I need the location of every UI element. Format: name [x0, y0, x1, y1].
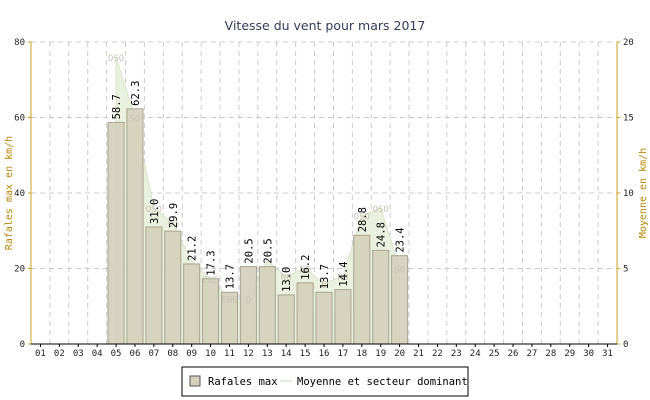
sector-label-day-19: OSO — [373, 205, 389, 215]
y-tick-label-right: 10 — [623, 189, 634, 199]
value-labels: 58.7 62.3 31.0 29.9 21.2 17.3 13.7 20.5 20.5 13.0… — [111, 81, 407, 292]
y-tick-label-left: 40 — [14, 189, 25, 199]
y-tick-label-right: 15 — [623, 114, 634, 124]
x-tick-label: 01 — [35, 349, 46, 359]
data-label-day-16: 13.7 — [319, 264, 331, 289]
data-label-day-17: 14.4 — [338, 261, 350, 286]
sector-label-day-18: OSO — [354, 213, 370, 223]
y-ticks-right: 0 5 10 15 20 — [617, 38, 634, 350]
data-label-day-07: 31.0 — [149, 199, 161, 224]
x-tick-label: 26 — [508, 349, 519, 359]
x-tick-label: 05 — [111, 349, 122, 359]
x-tick-label: 23 — [451, 349, 462, 359]
bar-day-08 — [164, 230, 182, 345]
x-tick-label: 03 — [73, 349, 84, 359]
sector-label-day-10: ENE — [202, 276, 218, 286]
y-axis-label-left: Rafales max en km/h — [4, 136, 15, 250]
sector-label-day-08: SO — [167, 220, 178, 230]
bar-day-13 — [258, 266, 276, 345]
data-label-day-06: 62.3 — [130, 81, 142, 106]
x-ticks: 01 02 03 04 05 06 07 08 09 10 11 12 13 14 15 16 17 18 19 20… — [35, 344, 613, 359]
x-tick-label: 24 — [470, 349, 481, 359]
sector-label-day-05: OSO — [108, 54, 124, 64]
x-tick-label: 30 — [583, 349, 594, 359]
y-ticks-left: 0 20 40 60 80 — [14, 38, 31, 350]
y-tick-label-right: 20 — [623, 38, 634, 48]
x-tick-label: 31 — [602, 349, 613, 359]
x-tick-label: 25 — [489, 349, 500, 359]
x-tick-label: 19 — [375, 349, 386, 359]
x-tick-label: 17 — [337, 349, 348, 359]
bar-day-14 — [277, 294, 295, 345]
sector-label-day-06: SO — [130, 115, 141, 125]
legend-bar-label: Rafales max — [208, 376, 278, 388]
data-label-day-13: 20.5 — [262, 238, 274, 263]
legend-line-label: Moyenne et secteur dominant — [297, 376, 468, 388]
data-label-day-14: 13.0 — [281, 267, 293, 292]
x-tick-label: 16 — [319, 349, 330, 359]
bar-day-07 — [145, 226, 163, 345]
x-tick-label: 15 — [300, 349, 311, 359]
y-tick-label-left: 60 — [14, 114, 25, 124]
sector-label-day-16: E — [321, 281, 326, 291]
data-label-day-09: 21.2 — [187, 236, 199, 261]
x-tick-label: 29 — [564, 349, 575, 359]
chart-title: Vitesse du vent pour mars 2017 — [225, 18, 426, 33]
bar-day-15 — [296, 282, 314, 345]
x-tick-label: 13 — [262, 349, 273, 359]
legend: Rafales max Moyenne et secteur dominant — [181, 366, 469, 397]
x-tick-label: 27 — [527, 349, 538, 359]
x-tick-label: 14 — [281, 349, 292, 359]
x-tick-label: 10 — [205, 349, 216, 359]
data-label-day-05: 58.7 — [111, 94, 123, 119]
sector-label-day-07: OSO — [146, 205, 162, 215]
y-tick-label-right: 5 — [623, 265, 628, 275]
x-tick-label: 11 — [224, 349, 235, 359]
bar-day-10 — [202, 278, 220, 345]
sector-label-day-17: NO — [337, 273, 348, 283]
x-tick-label: 08 — [167, 349, 178, 359]
data-label-day-10: 17.3 — [206, 250, 218, 275]
legend-box — [181, 366, 469, 397]
bar-day-06 — [126, 108, 144, 345]
x-tick-label: 22 — [432, 349, 443, 359]
legend-bar-swatch — [189, 375, 201, 387]
bar-day-05 — [107, 121, 125, 345]
x-tick-label: 04 — [92, 349, 103, 359]
sector-label-day-12: O — [246, 296, 251, 306]
bars — [107, 108, 409, 345]
data-label-day-12: 20.5 — [243, 238, 255, 263]
x-tick-label: 06 — [130, 349, 141, 359]
data-label-day-11: 13.7 — [224, 264, 236, 289]
y-tick-label-right: 0 — [623, 340, 628, 350]
data-label-day-19: 24.8 — [376, 222, 388, 247]
data-label-day-15: 16.2 — [300, 255, 312, 280]
x-tick-label: 12 — [243, 349, 254, 359]
x-tick-label: 28 — [545, 349, 556, 359]
bar-day-18 — [353, 234, 371, 345]
x-tick-label: 20 — [394, 349, 405, 359]
data-label-day-08: 29.9 — [168, 203, 180, 228]
sector-label-day-15: NE — [300, 266, 311, 276]
bar-day-09 — [183, 263, 201, 345]
y-tick-label-left: 0 — [20, 340, 25, 350]
sector-label-day-20: SO — [394, 266, 405, 276]
y-tick-label-left: 80 — [14, 38, 25, 48]
y-tick-label-left: 20 — [14, 265, 25, 275]
sector-label-day-11: ENE — [221, 296, 237, 306]
x-tick-label: 07 — [148, 349, 159, 359]
data-label-day-18: 28.8 — [357, 207, 369, 232]
x-tick-label: 09 — [186, 349, 197, 359]
x-tick-label: 18 — [356, 349, 367, 359]
x-tick-label: 02 — [54, 349, 65, 359]
data-label-day-20: 23.4 — [395, 227, 407, 252]
y-axis-label-right: Moyenne en km/h — [638, 148, 649, 238]
bar-day-17 — [334, 289, 352, 345]
x-tick-label: 21 — [413, 349, 424, 359]
sector-label-day-14: NO — [281, 273, 292, 283]
bar-day-19 — [372, 249, 390, 345]
bar-day-16 — [315, 291, 333, 345]
